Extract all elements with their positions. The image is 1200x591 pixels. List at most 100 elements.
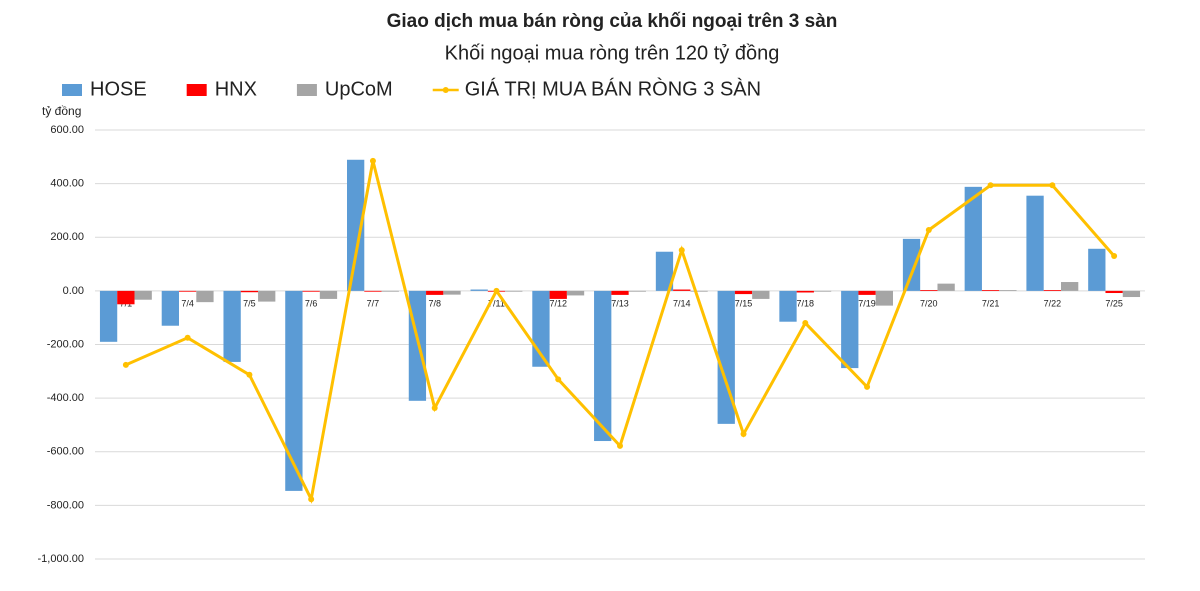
- line-marker: [617, 442, 623, 449]
- bar: [426, 290, 444, 295]
- line-marker: [925, 227, 932, 234]
- line-marker: [369, 157, 376, 164]
- bar: [717, 290, 735, 424]
- bar: [302, 290, 320, 292]
- line-marker: [802, 320, 809, 327]
- x-tick-label: 7/18: [797, 298, 815, 308]
- y-axis-label: tỷ đồng: [42, 104, 81, 118]
- x-tick-label: 7/12: [549, 298, 567, 308]
- y-tick-label: -800.00: [47, 499, 84, 511]
- bar: [875, 290, 893, 306]
- bar: [937, 283, 955, 291]
- y-tick-label: -200.00: [47, 338, 84, 350]
- x-tick-label: 7/6: [305, 298, 318, 308]
- x-tick-label: 7/5: [243, 298, 256, 308]
- bar: [505, 290, 523, 292]
- bar: [1043, 290, 1061, 291]
- bar: [408, 290, 427, 401]
- line-marker: [740, 431, 747, 438]
- bar: [813, 290, 832, 292]
- y-tick-label: 600.00: [50, 124, 84, 136]
- line-marker: [987, 182, 994, 189]
- bar: [240, 290, 259, 293]
- bar: [999, 290, 1017, 291]
- legend-swatch: [62, 84, 82, 96]
- x-tick-label: 7/14: [673, 298, 691, 308]
- line-marker: [1111, 253, 1118, 260]
- bar: [655, 251, 674, 291]
- legend-label: HOSE: [90, 78, 147, 100]
- line-marker: [1049, 182, 1056, 189]
- x-tick-label: 7/22: [1044, 298, 1062, 308]
- bar: [1026, 195, 1044, 291]
- y-tick-label: 400.00: [50, 178, 84, 190]
- x-tick-label: 7/11: [488, 298, 505, 308]
- bar: [470, 289, 488, 291]
- legend-label: HNX: [215, 78, 257, 100]
- bar: [161, 290, 179, 326]
- legend-swatch: [442, 87, 449, 93]
- bar: [779, 290, 797, 322]
- bar: [364, 290, 382, 292]
- bar: [1061, 282, 1079, 291]
- bar: [611, 290, 629, 295]
- line-marker: [864, 383, 871, 390]
- line-marker: [184, 334, 191, 341]
- bar: [594, 290, 612, 442]
- x-tick-label: 7/25: [1105, 298, 1123, 308]
- y-tick-label: 200.00: [50, 231, 84, 243]
- y-tick-label: -600.00: [47, 446, 84, 458]
- line-marker: [493, 287, 500, 294]
- bar: [99, 290, 118, 342]
- bar: [381, 290, 399, 292]
- x-tick-label: 7/21: [982, 298, 1000, 308]
- bar: [117, 290, 135, 305]
- bar: [858, 290, 876, 295]
- bar: [223, 290, 241, 362]
- bar: [1122, 290, 1141, 298]
- bar: [549, 290, 567, 299]
- bar: [920, 290, 938, 291]
- bar: [319, 290, 338, 299]
- x-tick-label: 7/20: [920, 298, 938, 308]
- bar: [981, 290, 1000, 291]
- bar: [673, 289, 691, 291]
- chart-subtitle: Khối ngoại mua ròng trên 120 tỷ đồng: [445, 42, 780, 64]
- bar: [628, 290, 646, 292]
- chart-title: Giao dịch mua bán ròng của khối ngoại tr…: [387, 11, 838, 32]
- bar: [964, 186, 982, 291]
- y-tick-label: -1,000.00: [38, 553, 84, 565]
- bar: [134, 290, 152, 300]
- bar: [1088, 248, 1106, 291]
- bar: [1105, 290, 1123, 294]
- line-marker: [308, 496, 315, 503]
- legend-label: UpCoM: [325, 78, 393, 100]
- x-tick-label: 7/15: [735, 298, 753, 308]
- bar: [902, 238, 921, 291]
- y-tick-label: -400.00: [47, 392, 84, 404]
- bar: [285, 290, 303, 491]
- legend-label: GIÁ TRỊ MUA BÁN RÒNG 3 SÀN: [465, 77, 761, 100]
- legend-swatch: [186, 84, 207, 96]
- x-tick-label: 7/4: [181, 298, 194, 308]
- line-marker: [246, 371, 253, 378]
- bar: [796, 290, 814, 293]
- bar: [734, 290, 753, 295]
- bar: [841, 290, 859, 369]
- bar: [566, 290, 585, 296]
- line-marker: [122, 361, 129, 368]
- bar: [443, 290, 461, 295]
- x-tick-label: 7/8: [428, 298, 441, 308]
- line-marker: [431, 405, 438, 412]
- bar: [179, 290, 197, 292]
- x-tick-label: 7/7: [367, 298, 380, 308]
- bar: [752, 290, 770, 299]
- y-tick-label: 0.00: [63, 285, 84, 297]
- legend-swatch: [296, 84, 317, 96]
- bar: [690, 290, 708, 292]
- line-marker: [678, 247, 685, 254]
- bar: [196, 290, 214, 303]
- x-tick-label: 7/19: [858, 298, 876, 308]
- x-tick-label: 7/13: [611, 298, 629, 308]
